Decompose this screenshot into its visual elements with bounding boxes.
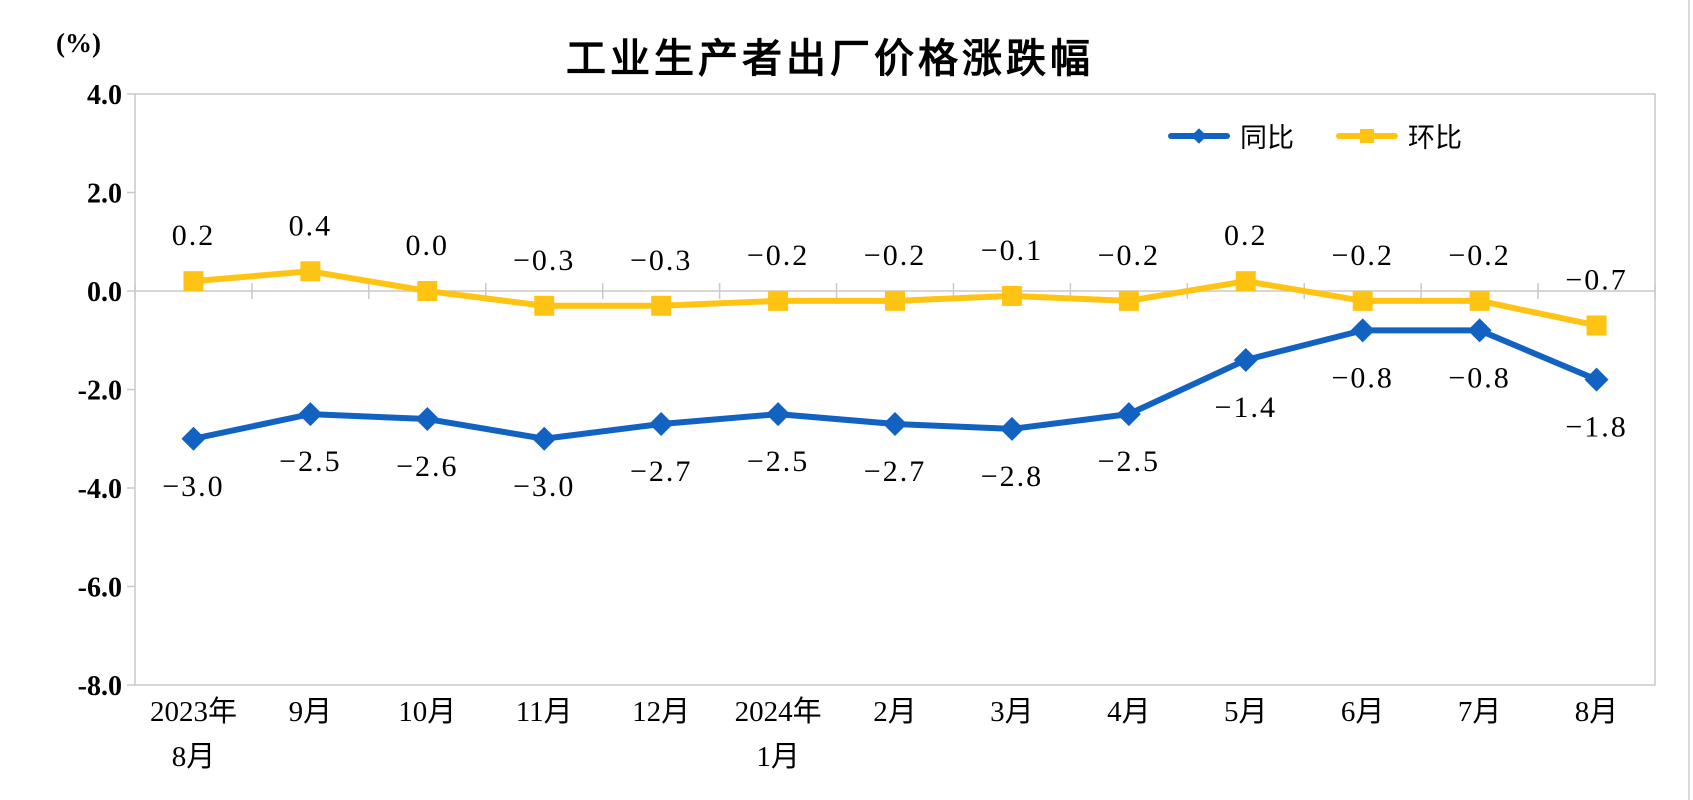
x-category-label: 9月 (289, 696, 333, 728)
y-axis-unit-label: (%) (56, 28, 101, 58)
marker-square-icon (417, 281, 438, 301)
data-label: −3.0 (513, 470, 575, 503)
data-label: −3.0 (162, 470, 224, 503)
marker-diamond-icon (415, 407, 440, 432)
y-tick-label: -4.0 (78, 474, 122, 505)
y-tick-label: -2.0 (78, 376, 122, 407)
x-category-label: 12月 (632, 696, 690, 728)
marker-diamond-icon (1116, 402, 1141, 427)
y-tick-label: 4.0 (87, 80, 122, 111)
marker-square-icon (183, 271, 204, 292)
data-label: −2.6 (396, 450, 458, 483)
marker-diamond-icon (181, 426, 206, 451)
x-category-sublabel: 1月 (756, 741, 800, 773)
x-category-label: 2023年 (150, 695, 237, 728)
legend-label: 环比 (1408, 123, 1462, 153)
data-label: −0.1 (981, 234, 1043, 267)
data-label: −0.3 (630, 244, 692, 277)
data-label: −0.7 (1565, 263, 1627, 296)
data-label: −0.2 (864, 239, 926, 272)
marker-square-icon (885, 290, 905, 311)
legend: 同比 环比 (1168, 116, 1462, 155)
data-label: −0.2 (1098, 239, 1160, 272)
y-tick-label: -8.0 (78, 671, 122, 702)
marker-square-icon (1469, 290, 1490, 311)
data-label: −1.8 (1565, 411, 1627, 444)
marker-square-icon (1235, 271, 1256, 292)
data-label: 0.0 (406, 229, 450, 262)
x-category-label: 6月 (1341, 696, 1385, 728)
x-category-label: 5月 (1224, 696, 1268, 728)
marker-square-icon (300, 261, 321, 282)
data-label: −0.3 (513, 244, 575, 277)
right-edge-divider (1688, 0, 1690, 800)
x-category-label: 10月 (398, 696, 456, 728)
marker-diamond-icon (883, 411, 907, 436)
data-label: 0.4 (289, 209, 333, 242)
data-label: −2.7 (864, 455, 926, 488)
marker-square-icon (651, 295, 672, 316)
data-label: −0.2 (747, 239, 809, 272)
data-label: −1.4 (1215, 391, 1277, 424)
data-label: −2.5 (1098, 445, 1160, 478)
plot-border (134, 93, 1656, 686)
data-label: −0.8 (1331, 361, 1393, 394)
x-category-label: 2月 (873, 696, 917, 728)
marker-square-icon (1586, 315, 1607, 336)
marker-diamond-icon (766, 402, 791, 427)
marker-diamond-icon (649, 411, 674, 436)
marker-diamond-icon (1233, 347, 1258, 372)
y-tick-label: -6.0 (78, 573, 122, 604)
y-tick-label: 0.0 (87, 277, 122, 308)
x-category-label: 3月 (990, 696, 1034, 728)
data-label: −0.8 (1448, 361, 1510, 394)
y-tick-label: 2.0 (87, 179, 122, 210)
data-label: −0.2 (1448, 239, 1510, 272)
marker-square-icon (534, 295, 555, 316)
x-category-label: 2024年 (735, 695, 822, 728)
data-label: 0.2 (1224, 219, 1268, 252)
data-label: 0.2 (172, 219, 216, 252)
x-category-label: 11月 (516, 696, 573, 728)
legend-item: 环比 (1336, 116, 1462, 155)
marker-square-icon (1352, 290, 1373, 311)
chart-title: 工业生产者出厂价格涨跌幅 (566, 37, 1094, 81)
legend-line-sample (1336, 128, 1398, 143)
marker-square-icon (1001, 285, 1022, 306)
legend-square-icon (1360, 128, 1374, 143)
marker-diamond-icon (1584, 367, 1609, 392)
data-label: −2.5 (747, 445, 809, 478)
marker-diamond-icon (1350, 318, 1375, 343)
data-label: −2.8 (981, 460, 1043, 493)
x-category-label: 4月 (1107, 696, 1151, 728)
marker-diamond-icon (1467, 318, 1492, 343)
legend-label: 同比 (1240, 123, 1294, 153)
x-category-label: 8月 (1575, 696, 1619, 728)
data-label: −2.7 (630, 455, 692, 488)
marker-diamond-icon (999, 416, 1024, 441)
marker-diamond-icon (298, 402, 323, 427)
legend-item: 同比 (1168, 116, 1294, 155)
data-label: −2.5 (279, 445, 341, 478)
marker-square-icon (1118, 290, 1139, 311)
x-category-sublabel: 8月 (172, 741, 216, 773)
x-category-label: 7月 (1458, 696, 1502, 728)
marker-diamond-icon (532, 426, 557, 451)
data-label: −0.2 (1331, 239, 1393, 272)
marker-square-icon (768, 290, 789, 311)
legend-line-sample (1168, 127, 1230, 144)
